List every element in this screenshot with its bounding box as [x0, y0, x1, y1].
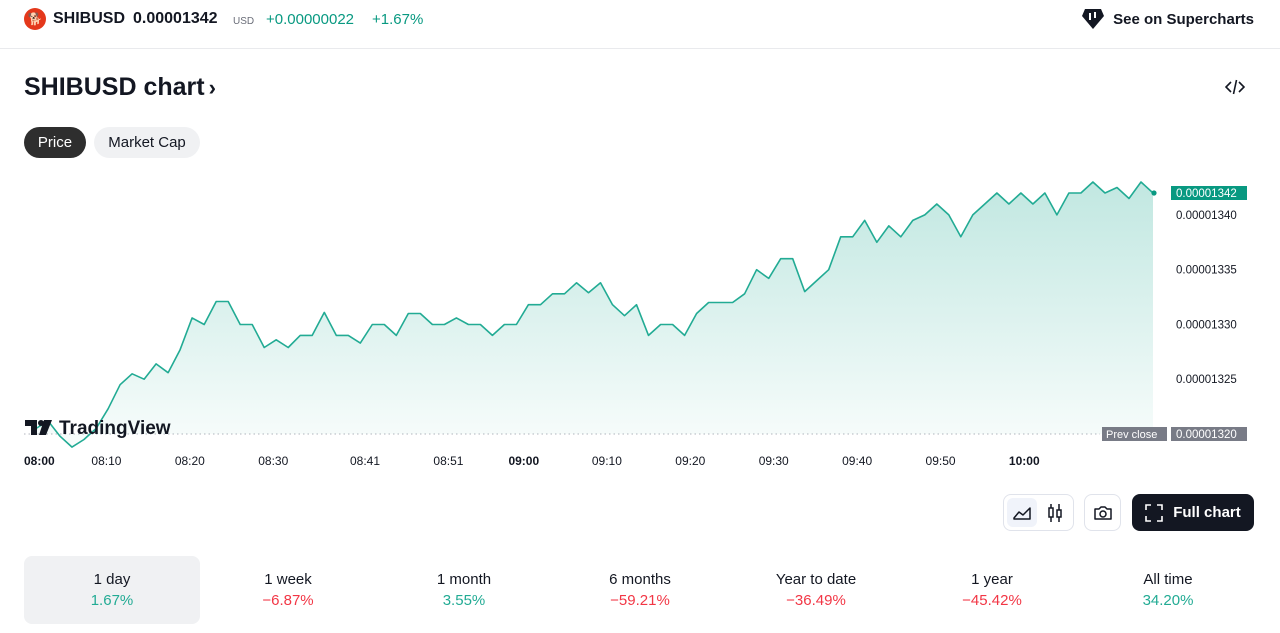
full-chart-label: Full chart	[1173, 504, 1241, 521]
x-axis-tick-label: 08:41	[350, 454, 380, 468]
period-label: 1 day	[93, 571, 131, 588]
price-change-percent: +1.67%	[372, 11, 424, 28]
logo-glyph: 🐕	[27, 12, 43, 26]
price-area-fill	[36, 182, 1153, 448]
period-all-time[interactable]: All time 34.20%	[1080, 556, 1256, 624]
x-axis-tick-label: 09:20	[675, 454, 705, 468]
chevron-right-icon: ›	[208, 74, 216, 100]
y-axis-tick-label: 0.00001325	[1176, 374, 1237, 386]
chart-title: SHIBUSD chart	[24, 73, 205, 101]
code-icon	[1225, 79, 1245, 95]
period-1-day[interactable]: 1 day 1.67%	[24, 556, 200, 624]
x-axis-tick-label: 08:30	[258, 454, 288, 468]
symbol-header: 🐕 SHIBUSD 0.00001342 USD +0.00000022 +1.…	[0, 0, 1280, 49]
last-price-label: 0.00001342	[1176, 188, 1237, 200]
x-axis-tick-label: 09:00	[508, 454, 539, 468]
period-change: −36.49%	[786, 592, 846, 609]
period-1-month[interactable]: 1 month 3.55%	[376, 556, 552, 624]
candlestick-button[interactable]	[1040, 498, 1070, 527]
last-price: 0.00001342	[133, 10, 218, 27]
prev-close-value: 0.00001320	[1176, 429, 1237, 441]
tradingview-logo-icon	[25, 420, 52, 435]
supercharts-icon	[1082, 9, 1105, 29]
x-axis-tick-label: 08:00	[24, 454, 55, 468]
x-axis-tick-label: 09:30	[759, 454, 789, 468]
period-change: −45.42%	[962, 592, 1022, 609]
prev-close-tag-bg	[1102, 427, 1167, 441]
y-axis-tick-label: 0.00001335	[1176, 265, 1237, 277]
period-label: 1 year	[971, 571, 1013, 588]
price-line	[35, 181, 1154, 448]
period-change: 34.20%	[1142, 592, 1194, 609]
chart-type-switcher	[1003, 494, 1074, 531]
shib-logo-icon: 🐕	[24, 8, 46, 30]
full-chart-button[interactable]: Full chart	[1132, 494, 1254, 531]
period-1-year[interactable]: 1 year −45.42%	[904, 556, 1080, 624]
y-axis-tick-label: 0.00001330	[1176, 319, 1237, 331]
x-axis-tick-label: 09:40	[842, 454, 872, 468]
prev-close-tag: Prev close	[1106, 429, 1157, 441]
period-label: 1 week	[264, 571, 312, 588]
period-change: 3.55%	[442, 592, 486, 609]
price-chart-svg: 0.00001340 0.00001335 0.00001330 0.00001325…	[24, 181, 1247, 468]
tradingview-watermark-text: TradingView	[59, 418, 171, 439]
supercharts-link[interactable]: See on Supercharts	[1081, 8, 1254, 30]
x-axis-tick-label: 08:51	[433, 454, 463, 468]
snapshot-button[interactable]	[1084, 494, 1121, 531]
price-change: +0.00000022	[266, 11, 355, 28]
market-cap-toggle[interactable]: Market Cap	[94, 127, 200, 158]
embed-code-button[interactable]	[1222, 76, 1248, 98]
period-1-week[interactable]: 1 week −6.87%	[200, 556, 376, 624]
x-axis-tick-label: 10:00	[1009, 454, 1040, 468]
period-label: 1 month	[436, 571, 492, 588]
tradingview-watermark: TradingView	[25, 418, 171, 439]
chart-title-link[interactable]: SHIBUSD chart ›	[24, 73, 216, 102]
last-price-label-bg	[1171, 186, 1247, 200]
supercharts-label: See on Supercharts	[1113, 10, 1254, 28]
period-year-to-date[interactable]: Year to date −36.49%	[728, 556, 904, 624]
period-performance-row: 1 day 1.67% 1 week −6.87% 1 month 3.55% …	[24, 556, 1256, 624]
price-chart[interactable]: 0.00001340 0.00001335 0.00001330 0.00001325…	[0, 170, 1280, 480]
period-label: All time	[1143, 571, 1193, 588]
prev-close-value-bg	[1171, 427, 1247, 441]
price-toggle[interactable]: Price	[24, 127, 86, 158]
area-chart-icon	[1013, 506, 1031, 520]
x-axis-tick-label: 08:10	[91, 454, 121, 468]
candlestick-icon	[1048, 503, 1062, 522]
x-axis-tick-label: 08:20	[175, 454, 205, 468]
period-change: −6.87%	[262, 592, 314, 609]
x-axis-tick-label: 09:10	[592, 454, 622, 468]
x-axis-tick-label: 09:50	[926, 454, 956, 468]
period-change: 1.67%	[90, 592, 134, 609]
period-label: Year to date	[775, 571, 857, 588]
period-6-months[interactable]: 6 months −59.21%	[552, 556, 728, 624]
symbol-name: SHIBUSD	[53, 10, 126, 27]
fullscreen-icon	[1145, 503, 1164, 522]
camera-icon	[1093, 505, 1112, 520]
y-axis-tick-label: 0.00001340	[1176, 210, 1237, 222]
currency-label: USD	[233, 16, 255, 27]
period-label: 6 months	[609, 571, 671, 588]
period-change: −59.21%	[610, 592, 670, 609]
last-price-dot	[1151, 190, 1157, 196]
area-chart-button[interactable]	[1007, 498, 1037, 527]
